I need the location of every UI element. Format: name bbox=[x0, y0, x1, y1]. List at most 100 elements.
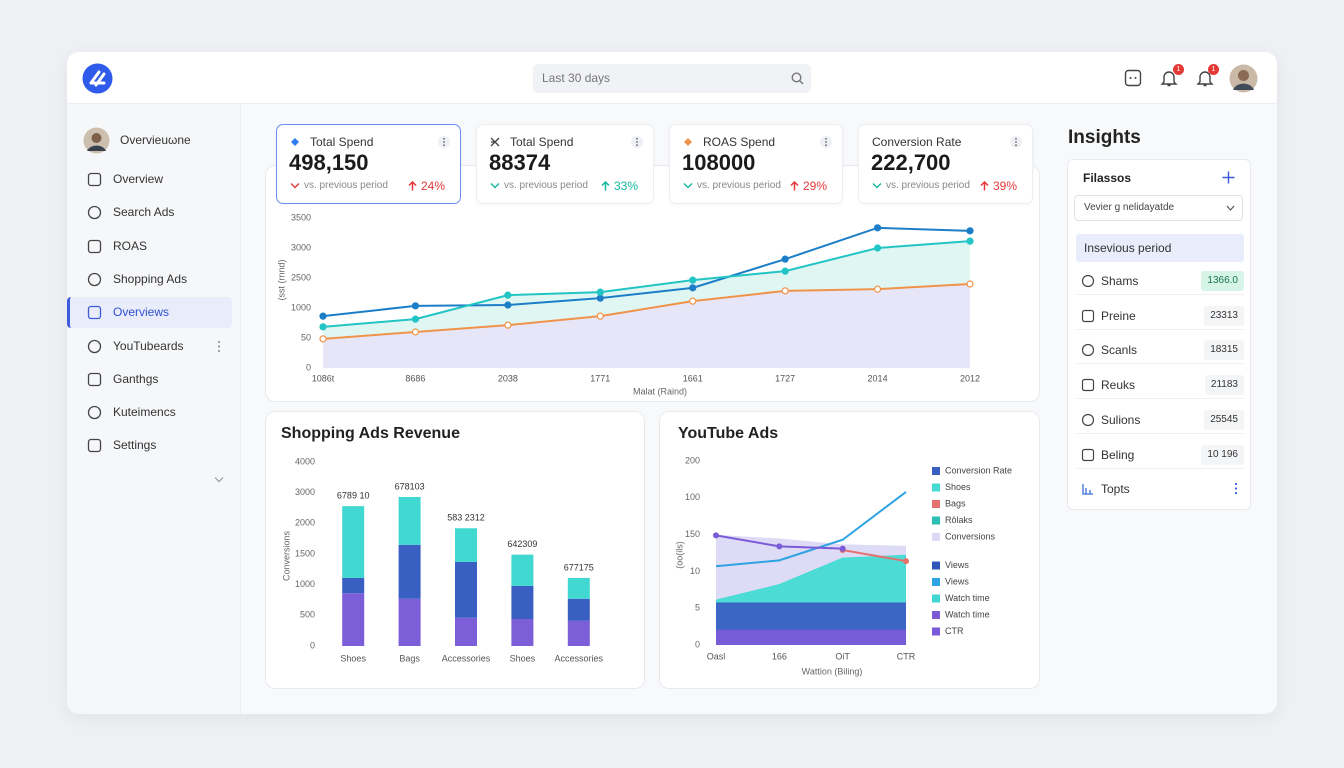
y-tick-label: 2500 bbox=[291, 272, 311, 282]
dropdown[interactable]: Vevier g nelidayatde bbox=[1074, 195, 1243, 221]
expand-chevron[interactable] bbox=[214, 476, 224, 484]
point bbox=[839, 545, 846, 552]
nav-icon bbox=[87, 439, 102, 453]
nav-item[interactable]: YouTubeards bbox=[67, 331, 232, 362]
y-tick-label: 3000 bbox=[291, 242, 311, 252]
kpi-icon bbox=[291, 138, 299, 146]
y-tick-label: 100 bbox=[685, 492, 700, 502]
x-axis-label: Wattion (Biling) bbox=[802, 666, 863, 676]
point bbox=[966, 237, 974, 245]
insight-row[interactable]: Scanls 18315 bbox=[1076, 336, 1244, 365]
nav-item[interactable]: Overviews bbox=[67, 297, 232, 329]
point bbox=[903, 558, 909, 565]
bar-segment bbox=[567, 598, 590, 621]
nav-item[interactable]: ROAS bbox=[67, 231, 232, 262]
bar-segment bbox=[342, 577, 365, 594]
legend-swatch bbox=[932, 467, 940, 475]
insight-row[interactable]: Preine 23313 bbox=[1076, 302, 1244, 330]
search-box[interactable]: Last 30 days bbox=[533, 64, 811, 93]
kpi-change: 33% bbox=[613, 179, 638, 193]
kpi-card[interactable]: Total Spend 88374 vs. previous period 33% bbox=[476, 124, 654, 204]
row-label: Preine bbox=[1101, 308, 1136, 323]
nav-label: Overviews bbox=[113, 305, 170, 320]
nav-item[interactable]: Search Ads bbox=[67, 197, 232, 228]
more-icon bbox=[820, 136, 832, 148]
more-icon bbox=[631, 136, 643, 148]
add-button[interactable] bbox=[1222, 171, 1235, 184]
x-tick-label: 166 bbox=[772, 651, 787, 661]
kpi-card[interactable]: Total Spend 498,150 vs. previous period 24% bbox=[276, 124, 461, 204]
kpi-value: 498,150 bbox=[289, 150, 369, 175]
row-label: Beling bbox=[1101, 447, 1135, 462]
nav-item[interactable]: Ganthgs bbox=[67, 364, 232, 395]
point bbox=[689, 284, 697, 292]
bar-label: 678103 bbox=[395, 481, 425, 491]
more-icon bbox=[438, 136, 450, 148]
kpi-icon bbox=[684, 138, 692, 146]
x-tick-label: Accessories bbox=[555, 653, 604, 663]
period-row[interactable]: Insevious period bbox=[1076, 234, 1244, 262]
row-label: Sulions bbox=[1101, 412, 1141, 427]
legend-swatch bbox=[932, 627, 940, 636]
legend-swatch bbox=[932, 533, 940, 541]
nav-icon bbox=[87, 306, 102, 320]
row-icon bbox=[1081, 413, 1095, 426]
insight-row[interactable]: Sulions 25545 bbox=[1076, 406, 1244, 434]
point bbox=[689, 297, 697, 305]
nav-label: Settings bbox=[113, 438, 157, 453]
row-icon bbox=[1081, 344, 1095, 357]
insight-row[interactable]: Shams 1366.0 bbox=[1076, 267, 1244, 295]
legend-label: Shoes bbox=[945, 482, 971, 492]
sidebar bbox=[67, 104, 241, 714]
line bbox=[842, 549, 907, 563]
bar-segment bbox=[567, 620, 590, 646]
nav-item[interactable]: Settings bbox=[67, 430, 232, 461]
section-title: Filassos bbox=[1083, 171, 1132, 185]
kpi-card[interactable]: ROAS Spend 108000 vs. previous period 29% bbox=[669, 124, 843, 204]
insight-row[interactable]: Topts bbox=[1076, 475, 1244, 503]
user-avatar[interactable] bbox=[1229, 64, 1258, 93]
x-tick-label: 2012 bbox=[960, 373, 980, 383]
logo[interactable] bbox=[82, 63, 113, 94]
point bbox=[776, 543, 783, 550]
x-tick-label: 1661 bbox=[683, 373, 703, 383]
kpi-note: vs. previous period bbox=[504, 180, 588, 191]
bell-icon[interactable] bbox=[1160, 69, 1178, 87]
point bbox=[873, 285, 882, 293]
chat-icon[interactable] bbox=[1124, 69, 1142, 87]
y-tick-label: 0 bbox=[310, 640, 315, 650]
x-tick-label: Oasl bbox=[707, 651, 726, 661]
point bbox=[596, 294, 604, 302]
y-axis-label: (sst (rnnd) bbox=[276, 259, 286, 300]
x-tick-label: 2014 bbox=[868, 373, 888, 383]
insight-row[interactable]: Reuks 21183 bbox=[1076, 371, 1244, 400]
bar-segment bbox=[455, 561, 477, 618]
row-value: 25545 bbox=[1204, 409, 1244, 430]
row-icon bbox=[1082, 484, 1093, 495]
y-tick-label: 1000 bbox=[295, 579, 315, 589]
trend-arrow bbox=[408, 181, 417, 191]
nav-item[interactable]: Shopping Ads bbox=[67, 264, 232, 295]
bar-segment bbox=[511, 585, 534, 620]
insight-row[interactable]: Beling 10 196 bbox=[1076, 441, 1244, 469]
kpi-note: vs. previous period bbox=[886, 180, 970, 191]
trend-arrow bbox=[790, 181, 799, 191]
point bbox=[781, 255, 789, 263]
legend-swatch bbox=[932, 516, 940, 525]
nav-item[interactable]: Overview bbox=[67, 164, 232, 195]
kpi-card[interactable]: Conversion Rate 222,700 vs. previous perio… bbox=[858, 124, 1033, 204]
legend-label: Conversions bbox=[945, 531, 996, 541]
x-tick-label: 1771 bbox=[590, 373, 610, 383]
y-axis-label: (oo(ils) bbox=[674, 541, 684, 569]
row-value: 18315 bbox=[1204, 340, 1244, 361]
bell-icon[interactable] bbox=[1196, 69, 1214, 87]
line bbox=[715, 491, 907, 568]
nav-icon bbox=[87, 405, 102, 420]
x-tick-label: Shoes bbox=[510, 653, 536, 663]
legend-swatch bbox=[932, 594, 940, 603]
row-value: 23313 bbox=[1204, 305, 1244, 326]
trend-chevron bbox=[290, 183, 300, 189]
x-tick-label: 8686 bbox=[405, 373, 425, 383]
nav-item[interactable]: Kuteimencs bbox=[67, 397, 232, 428]
